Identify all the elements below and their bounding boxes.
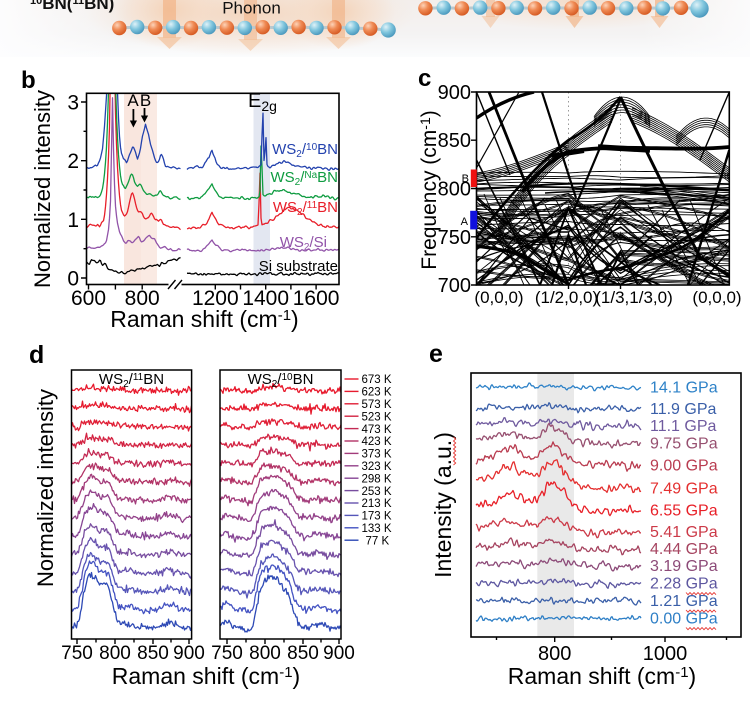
svg-text:11.1 GPa: 11.1 GPa (650, 418, 717, 435)
svg-text:Normalized intensity: Normalized intensity (30, 90, 55, 288)
svg-text:9.75 GPa: 9.75 GPa (650, 436, 718, 453)
svg-text:213 K: 213 K (362, 498, 392, 510)
svg-text:750: 750 (61, 643, 93, 664)
svg-text:Normalized intensity: Normalized intensity (33, 389, 58, 587)
svg-text:9.00 GPa: 9.00 GPa (650, 458, 718, 475)
svg-text:298 K: 298 K (362, 473, 392, 485)
svg-text:850: 850 (137, 643, 169, 664)
svg-text:7.49 GPa: 7.49 GPa (650, 481, 718, 498)
svg-text:e: e (429, 340, 443, 368)
svg-text:77 K: 77 K (366, 535, 390, 547)
svg-text:253 K: 253 K (362, 486, 392, 498)
svg-text:1000: 1000 (643, 643, 688, 665)
svg-text:600: 600 (71, 287, 106, 310)
svg-text:2: 2 (67, 150, 79, 173)
svg-text:3.19 GPa: 3.19 GPa (650, 558, 718, 575)
svg-text:900: 900 (438, 82, 471, 104)
svg-text:673 K: 673 K (362, 374, 392, 386)
svg-text:11.9 GPa: 11.9 GPa (650, 401, 717, 418)
svg-text:d: d (29, 341, 44, 369)
svg-text:623 K: 623 K (362, 387, 392, 399)
svg-text:A: A (461, 216, 469, 228)
svg-text:0.00 GPa: 0.00 GPa (650, 611, 718, 628)
svg-text:1400: 1400 (242, 287, 289, 310)
svg-text:WS2/11BN: WS2/11BN (273, 199, 338, 218)
svg-text:573 K: 573 K (362, 399, 392, 411)
svg-text:WS2/10BN: WS2/10BN (248, 371, 314, 390)
svg-text:Intensity (a.u.): Intensity (a.u.) (430, 432, 456, 578)
svg-text:523 K: 523 K (362, 411, 392, 423)
svg-text:Raman shift (cm-1): Raman shift (cm-1) (112, 663, 300, 689)
svg-text:WS2/NaBN: WS2/NaBN (270, 169, 338, 188)
svg-text:14.1 GPa: 14.1 GPa (650, 380, 718, 397)
svg-text:800: 800 (538, 643, 571, 665)
svg-text:0: 0 (67, 268, 79, 291)
svg-text:750: 750 (211, 643, 243, 664)
svg-text:WS2/Si: WS2/Si (280, 234, 327, 253)
svg-text:(1/2,0,0): (1/2,0,0) (535, 288, 598, 307)
svg-text:(1/3,1/3,0): (1/3,1/3,0) (595, 288, 673, 307)
svg-text:473 K: 473 K (362, 424, 392, 436)
svg-text:1: 1 (67, 209, 79, 232)
svg-text:133 K: 133 K (362, 523, 392, 535)
svg-text:Frequency (cm-1): Frequency (cm-1) (417, 110, 441, 270)
svg-text:900: 900 (323, 643, 355, 664)
svg-text:(0,0,0): (0,0,0) (474, 288, 523, 307)
svg-text:1200: 1200 (192, 287, 239, 310)
svg-text:Si substrate: Si substrate (259, 258, 338, 275)
svg-text:B: B (462, 173, 469, 185)
svg-text:4.44 GPa: 4.44 GPa (650, 541, 718, 558)
svg-text:1600: 1600 (293, 287, 340, 310)
svg-text:800: 800 (99, 643, 131, 664)
svg-text:700: 700 (438, 275, 471, 297)
svg-text:WS2/10BN: WS2/10BN (272, 141, 338, 160)
svg-text:850: 850 (287, 643, 319, 664)
svg-text:1.21 GPa: 1.21 GPa (650, 593, 718, 610)
svg-text:Phonon: Phonon (222, 0, 281, 18)
svg-text:3: 3 (67, 92, 79, 115)
svg-text:c: c (418, 65, 431, 92)
svg-text:423 K: 423 K (362, 436, 392, 448)
svg-text:WS2/11BN: WS2/11BN (99, 371, 164, 390)
svg-text:Raman shift (cm-1): Raman shift (cm-1) (110, 306, 298, 332)
svg-text:800: 800 (438, 179, 471, 201)
svg-text:850: 850 (438, 130, 471, 152)
svg-text:b: b (21, 67, 36, 94)
svg-text:373 K: 373 K (362, 449, 392, 461)
svg-text:750: 750 (438, 227, 471, 249)
svg-text:B: B (140, 91, 151, 110)
svg-text:(0,0,0): (0,0,0) (692, 288, 741, 307)
svg-text:10BN(11BN): 10BN(11BN) (30, 0, 114, 13)
svg-text:800: 800 (249, 643, 281, 664)
svg-text:A: A (127, 91, 139, 110)
svg-text:323 K: 323 K (362, 461, 392, 473)
svg-text:173 K: 173 K (362, 511, 392, 523)
svg-text:6.55 GPa: 6.55 GPa (650, 503, 718, 520)
svg-text:5.41 GPa: 5.41 GPa (650, 524, 718, 541)
svg-text:Raman shift (cm-1): Raman shift (cm-1) (508, 663, 696, 689)
svg-text:900: 900 (173, 643, 205, 664)
svg-text:2.28 GPa: 2.28 GPa (650, 576, 718, 593)
svg-text:800: 800 (125, 287, 160, 310)
